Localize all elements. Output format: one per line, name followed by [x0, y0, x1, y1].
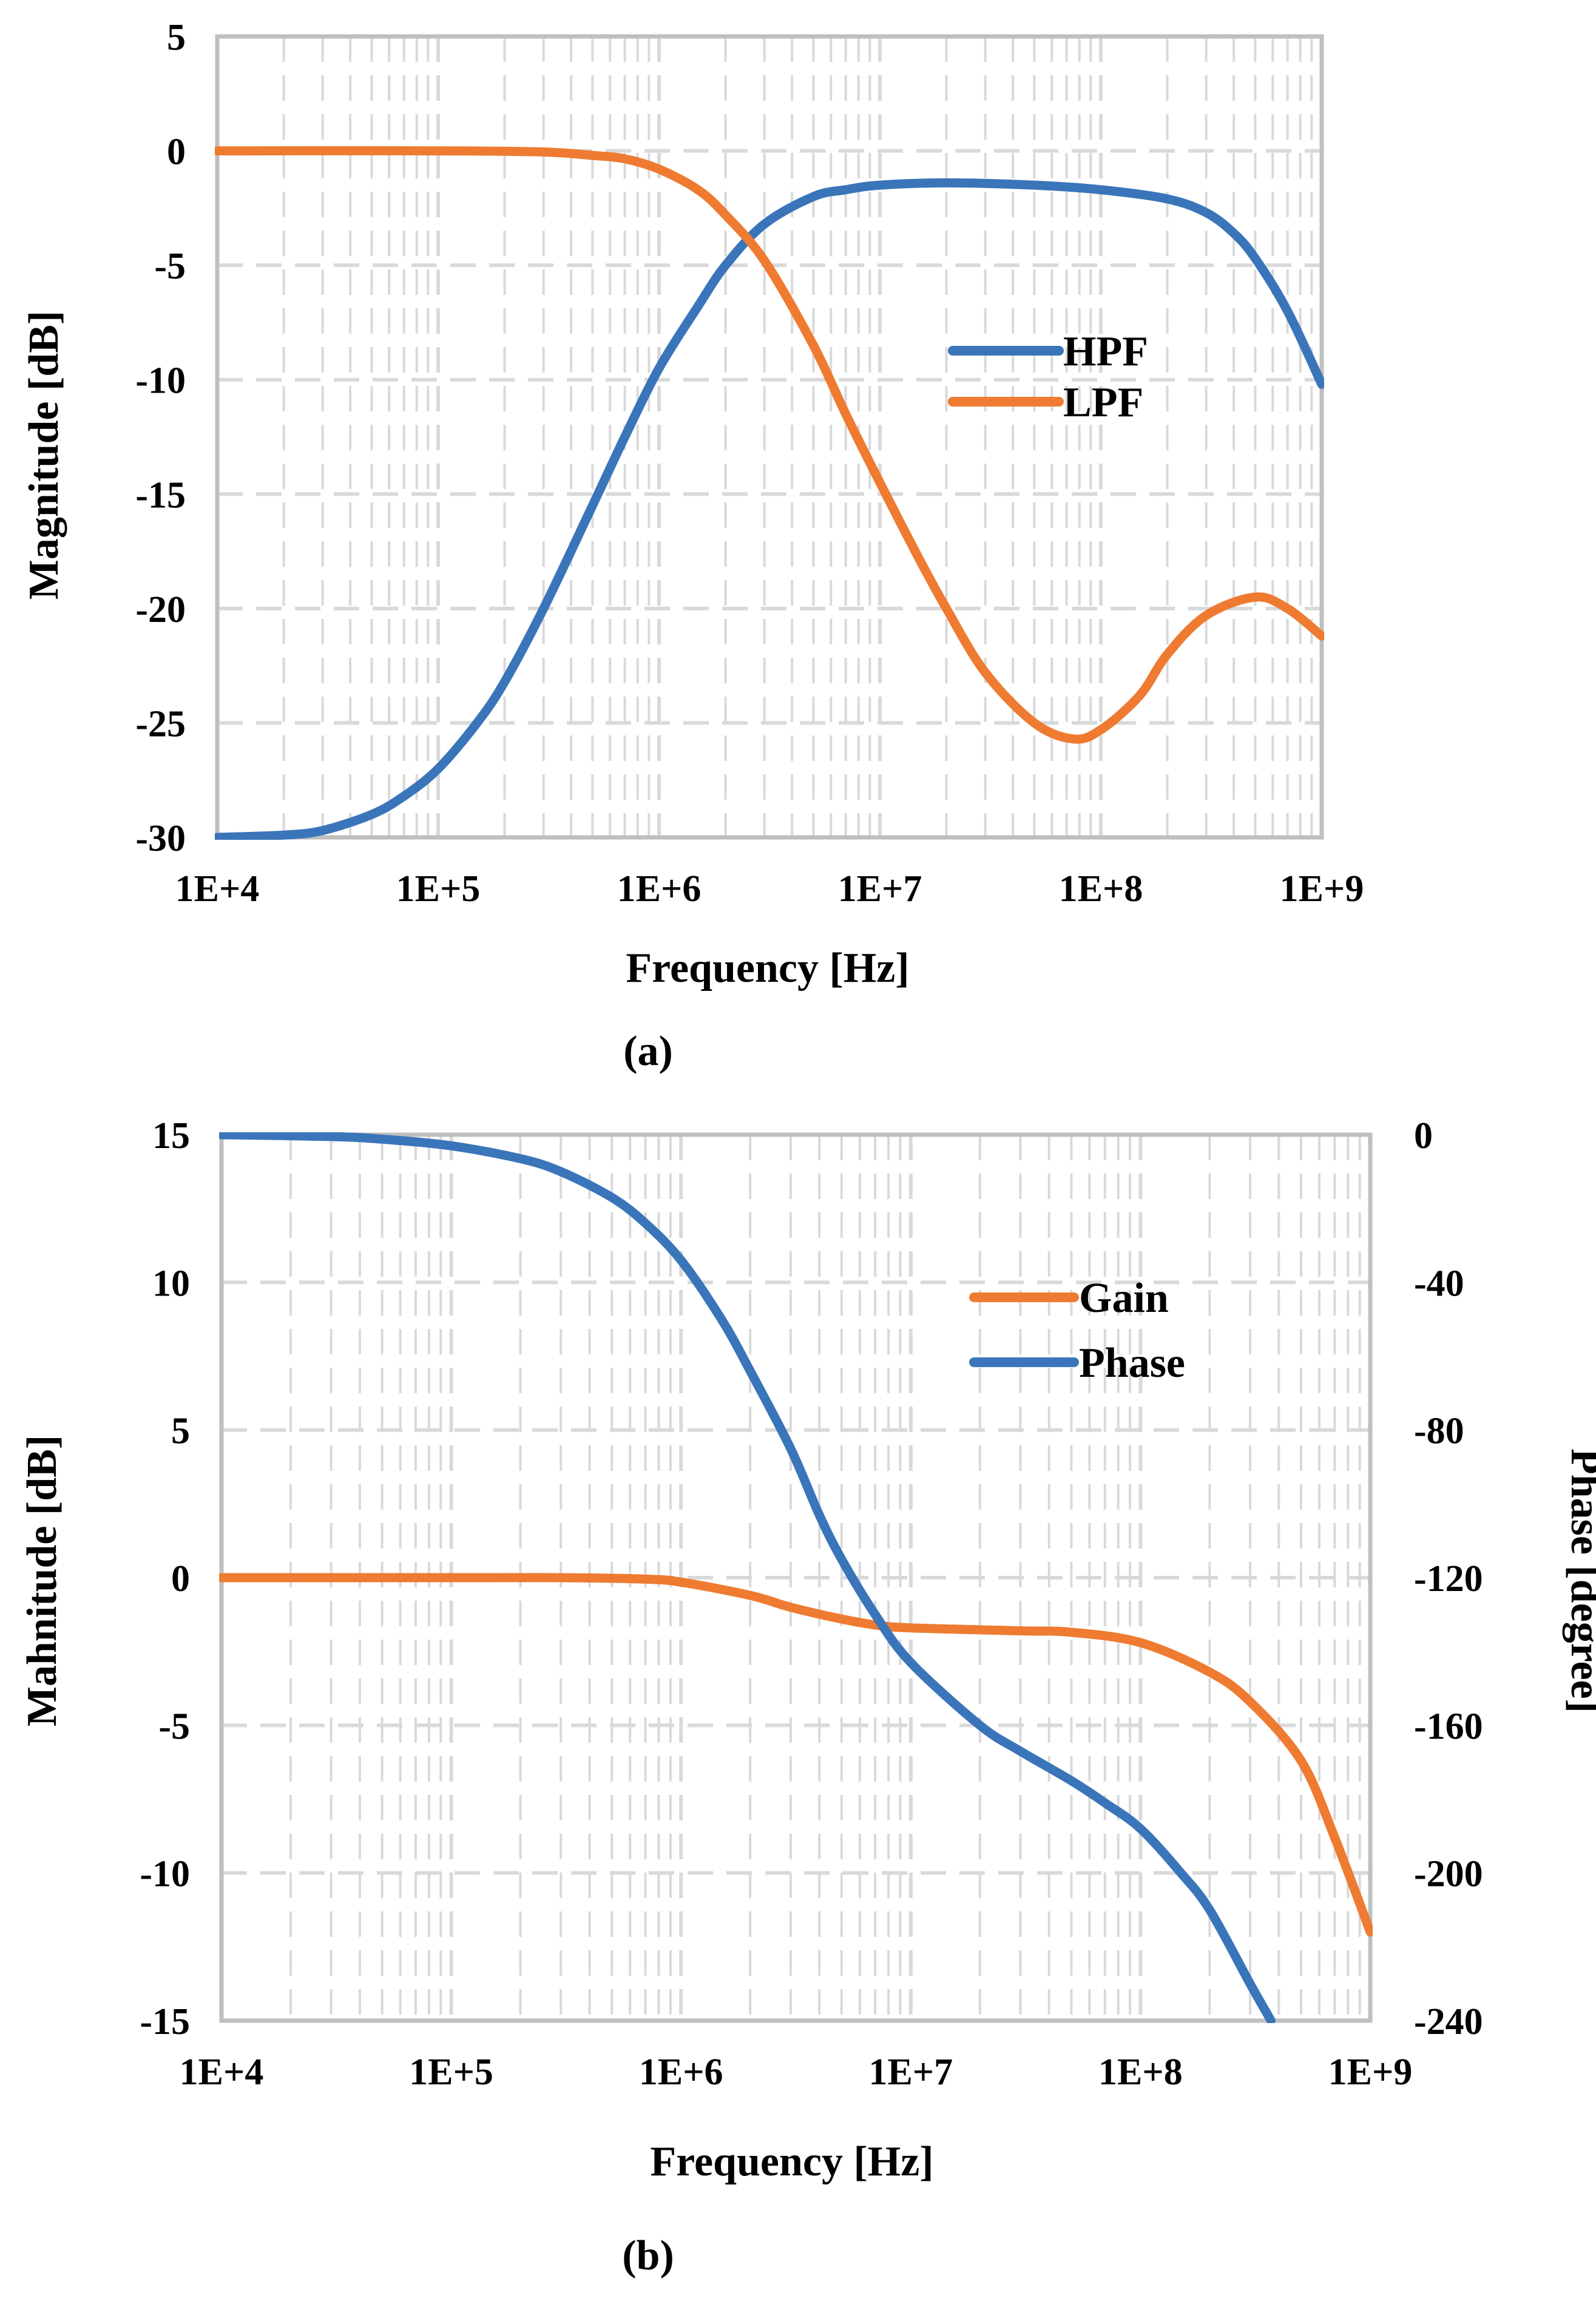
chart-b-gain-phase: -15 -10 -5 0 5 10 15 -240 -200 -160 -120 -80 -40 0 1…: [19, 1115, 1596, 2279]
chart-b-y2-tick-label: -200: [1414, 1854, 1483, 1895]
chart-b-caption: (b): [622, 2232, 674, 2279]
chart-a-legend: HPF LPF: [948, 328, 1148, 426]
chart-b-y-tick-label: 0: [171, 1558, 190, 1600]
chart-a-series-hpf-line: [215, 178, 1324, 840]
chart-b-right-y-tick-labels: -240 -200 -160 -120 -80 -40 0: [1414, 1115, 1483, 2042]
chart-a-caption: (a): [623, 1028, 673, 1075]
chart-a-y-tick-label: -15: [135, 475, 186, 516]
chart-b-x-tick-label: 1E+4: [180, 2052, 264, 2093]
chart-a-y-tick-label: -25: [135, 703, 186, 745]
chart-a-x-tick-label: 1E+7: [838, 868, 922, 910]
chart-a-y-tick-labels: -30 -25 -20 -15 -10 -5 0 5: [135, 17, 186, 859]
chart-a-y-tick-label: 0: [167, 132, 186, 173]
chart-b-x-tick-label: 1E+7: [868, 2052, 953, 2093]
chart-a-y-tick-label: 5: [167, 17, 186, 58]
chart-b-y-tick-label: 5: [171, 1411, 190, 1452]
chart-b-y-tick-label: -10: [140, 1854, 190, 1895]
chart-a-magnitude: -30 -25 -20 -15 -10 -5 0 5 1E+4 1E+5 1E+6 1E+7 1E+8…: [21, 17, 1364, 1075]
chart-b-x-axis-title: Frequency [Hz]: [650, 2138, 933, 2185]
chart-b-legend-label-gain: Gain: [1079, 1275, 1169, 1322]
chart-b-y2-tick-label: 0: [1414, 1115, 1433, 1157]
chart-a-x-tick-labels: 1E+4 1E+5 1E+6 1E+7 1E+8 1E+9: [175, 868, 1364, 910]
chart-b-y2-tick-label: -160: [1414, 1706, 1483, 1747]
chart-a-y-tick-label: -10: [135, 360, 186, 402]
chart-b-y-tick-label: 15: [152, 1115, 190, 1157]
chart-b-y2-tick-label: -120: [1414, 1558, 1483, 1600]
chart-a-legend-label-lpf: LPF: [1063, 379, 1143, 426]
chart-b-y-tick-label: -5: [158, 1706, 190, 1747]
chart-a-y-tick-label: -5: [154, 246, 186, 287]
chart-a-grid: [215, 35, 1322, 839]
chart-a-series-lpf-line: [215, 146, 1324, 744]
chart-a-x-tick-label: 1E+8: [1059, 868, 1143, 910]
chart-b-y2-tick-label: -240: [1414, 2001, 1483, 2042]
chart-b-x-tick-label: 1E+9: [1328, 2052, 1413, 2093]
chart-b-series-gain-line: [219, 1573, 1373, 1937]
chart-a-x-tick-label: 1E+4: [175, 868, 260, 910]
chart-a-plot-frame: [215, 34, 1324, 840]
chart-b-y2-tick-label: -80: [1414, 1411, 1464, 1452]
chart-b-y2-tick-label: -40: [1414, 1263, 1464, 1304]
chart-b-y-tick-label: 10: [152, 1263, 190, 1304]
chart-a-series: [215, 146, 1324, 840]
chart-b-x-tick-labels: 1E+4 1E+5 1E+6 1E+7 1E+8 1E+9: [180, 2052, 1413, 2093]
chart-a-y-tick-label: -20: [135, 589, 186, 630]
chart-b-right-y-axis-title: Phase [degree]: [1562, 1448, 1596, 1713]
chart-a-x-tick-label: 1E+5: [396, 868, 481, 910]
chart-b-legend-label-phase: Phase: [1079, 1340, 1185, 1387]
chart-a-x-tick-label: 1E+6: [617, 868, 702, 910]
chart-b-x-tick-label: 1E+8: [1098, 2052, 1183, 2093]
chart-a-x-axis-title: Frequency [Hz]: [626, 945, 909, 992]
chart-b-left-y-axis-title: Mahnitude [dB]: [19, 1435, 66, 1726]
chart-a-y-axis-title: Magnitude [dB]: [21, 311, 67, 600]
chart-b-series-phase-line: [219, 1132, 1276, 2023]
chart-a-x-tick-label: 1E+9: [1280, 868, 1364, 910]
chart-a-y-tick-label: -30: [135, 818, 186, 859]
chart-a-legend-label-hpf: HPF: [1063, 328, 1148, 375]
chart-b-x-tick-label: 1E+6: [639, 2052, 723, 2093]
chart-b-x-tick-label: 1E+5: [409, 2052, 493, 2093]
chart-b-left-y-tick-labels: -15 -10 -5 0 5 10 15: [140, 1115, 190, 2042]
chart-b-legend: Gain Phase: [969, 1275, 1185, 1387]
chart-b-y-tick-label: -15: [140, 2001, 190, 2042]
chart-b-series: [219, 1132, 1373, 2023]
